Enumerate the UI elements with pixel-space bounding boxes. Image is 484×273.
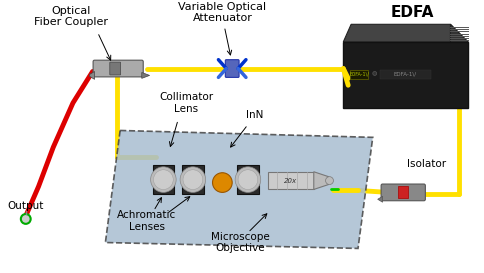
- Circle shape: [235, 167, 261, 192]
- Text: Variable Optical
Attenuator: Variable Optical Attenuator: [178, 2, 266, 23]
- FancyBboxPatch shape: [226, 60, 239, 77]
- Text: E0FA-1\/: E0FA-1\/: [349, 72, 369, 77]
- FancyBboxPatch shape: [379, 70, 431, 79]
- Circle shape: [212, 173, 232, 192]
- Polygon shape: [268, 172, 314, 189]
- Circle shape: [21, 214, 30, 224]
- Polygon shape: [343, 42, 468, 108]
- Circle shape: [183, 170, 203, 189]
- Circle shape: [326, 177, 333, 185]
- Polygon shape: [106, 130, 373, 248]
- Text: Isolator: Isolator: [407, 159, 446, 169]
- FancyBboxPatch shape: [93, 60, 143, 77]
- FancyBboxPatch shape: [350, 70, 368, 79]
- FancyBboxPatch shape: [398, 186, 408, 198]
- Polygon shape: [343, 24, 468, 42]
- Text: Output: Output: [8, 201, 44, 211]
- Text: InN: InN: [246, 110, 263, 120]
- Text: EDFA-1\/: EDFA-1\/: [393, 72, 417, 77]
- Text: Achromatic
Lenses: Achromatic Lenses: [117, 210, 176, 232]
- FancyBboxPatch shape: [381, 184, 425, 201]
- Circle shape: [151, 167, 176, 192]
- Circle shape: [373, 72, 377, 75]
- FancyBboxPatch shape: [237, 165, 259, 194]
- Polygon shape: [314, 172, 329, 189]
- Text: Collimator
Lens: Collimator Lens: [159, 92, 213, 114]
- Polygon shape: [378, 196, 382, 202]
- FancyBboxPatch shape: [182, 165, 204, 194]
- Circle shape: [153, 170, 173, 189]
- FancyBboxPatch shape: [110, 62, 121, 75]
- Text: EDFA: EDFA: [391, 5, 434, 20]
- Text: Microscope
Objective: Microscope Objective: [211, 232, 270, 253]
- Polygon shape: [90, 72, 94, 79]
- Text: 20x: 20x: [284, 178, 297, 184]
- Text: Optical
Fiber Coupler: Optical Fiber Coupler: [34, 6, 108, 27]
- Polygon shape: [451, 24, 468, 108]
- Circle shape: [238, 170, 258, 189]
- Circle shape: [180, 167, 206, 192]
- Polygon shape: [142, 72, 150, 78]
- FancyBboxPatch shape: [152, 165, 174, 194]
